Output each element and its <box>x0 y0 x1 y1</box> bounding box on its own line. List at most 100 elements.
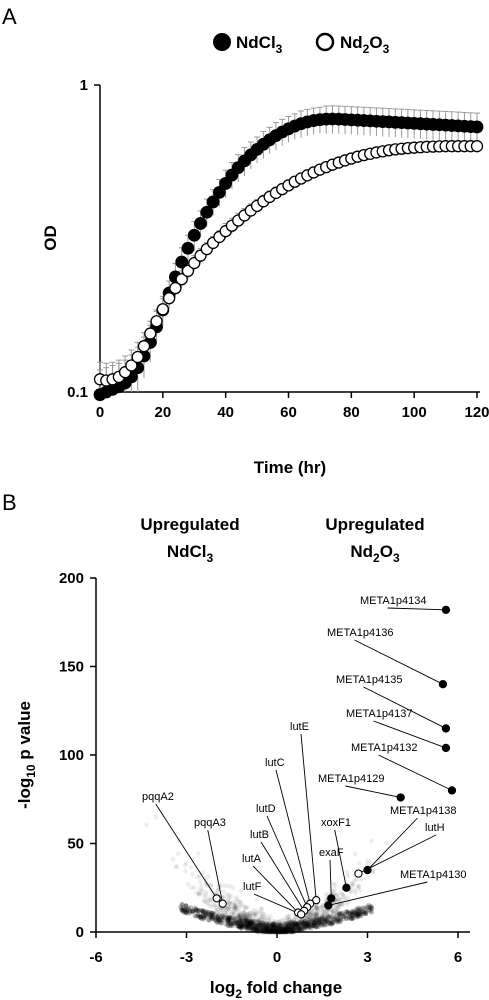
leader-line-META1p4138 <box>367 817 418 871</box>
background-gene-point <box>267 920 273 926</box>
background-gene-point <box>265 927 270 932</box>
background-gene-point <box>245 918 251 924</box>
background-gene-point <box>313 917 319 923</box>
background-gene-point <box>343 897 349 902</box>
background-gene-point <box>241 921 247 927</box>
background-gene-point <box>306 922 312 927</box>
background-gene-point <box>311 916 317 922</box>
background-gene-point <box>255 923 260 928</box>
background-gene-point <box>307 911 313 917</box>
y-tick-label-b: 50 <box>67 836 84 853</box>
background-gene-point <box>320 914 326 919</box>
background-gene-point <box>321 922 327 928</box>
background-gene-point <box>289 925 294 931</box>
background-gene-point <box>313 917 319 922</box>
background-gene-point <box>363 909 369 915</box>
background-gene-point <box>314 913 319 918</box>
background-gene-point <box>303 924 309 930</box>
background-gene-point <box>242 913 247 919</box>
background-gene-point <box>238 899 244 905</box>
background-gene-point <box>307 921 313 926</box>
background-gene-point <box>255 924 260 930</box>
background-gene-point <box>303 924 309 929</box>
background-gene-point <box>249 919 255 924</box>
background-gene-point <box>308 912 313 918</box>
background-gene-point <box>292 924 297 930</box>
background-gene-point <box>296 923 301 929</box>
background-gene-point <box>220 918 225 923</box>
background-gene-point <box>211 911 217 916</box>
background-gene-point <box>246 919 251 925</box>
background-gene-point <box>296 926 302 932</box>
background-gene-point <box>300 921 306 926</box>
background-gene-point <box>199 908 205 913</box>
background-gene-point <box>289 919 295 925</box>
background-gene-point <box>291 920 297 926</box>
background-gene-point <box>253 922 259 928</box>
background-gene-point <box>191 885 197 890</box>
background-gene-point <box>274 922 279 928</box>
background-gene-point <box>221 895 226 900</box>
background-gene-point <box>255 923 260 929</box>
background-gene-point <box>319 902 325 908</box>
background-gene-point <box>287 926 293 932</box>
background-gene-point <box>306 925 312 931</box>
background-gene-point <box>247 920 253 926</box>
legend-marker-nd2o3 <box>315 32 335 52</box>
background-gene-point <box>242 924 248 929</box>
background-gene-point <box>267 926 273 932</box>
background-gene-point <box>230 923 236 929</box>
background-gene-point <box>236 915 241 921</box>
background-gene-point <box>291 919 297 925</box>
background-gene-point <box>196 913 202 919</box>
background-gene-point <box>299 925 304 931</box>
background-gene-point <box>223 909 228 915</box>
background-gene-point <box>200 908 206 913</box>
background-gene-point <box>331 911 337 917</box>
data-point-nd2o3 <box>181 264 195 278</box>
background-gene-point <box>251 924 257 930</box>
leader-line-exaF <box>329 859 332 899</box>
background-gene-point <box>285 927 290 932</box>
background-gene-point <box>196 908 202 913</box>
background-gene-point <box>307 920 312 925</box>
background-gene-point <box>310 923 315 929</box>
background-gene-point <box>250 927 255 932</box>
background-gene-point <box>350 913 356 919</box>
background-gene-point <box>296 923 302 929</box>
background-gene-point <box>199 887 205 893</box>
background-gene-point <box>307 910 313 916</box>
background-gene-point <box>245 911 251 917</box>
x-tick-label-a: 40 <box>217 404 234 421</box>
background-gene-point <box>233 915 239 921</box>
background-gene-point <box>232 904 238 910</box>
background-gene-point <box>319 917 324 922</box>
background-gene-point <box>304 917 310 922</box>
background-gene-point <box>350 884 355 889</box>
background-gene-point <box>318 916 324 921</box>
gene-point-META1p4132 <box>447 786 457 795</box>
background-gene-point <box>188 905 194 910</box>
background-gene-point <box>333 909 339 915</box>
background-gene-point <box>216 916 222 922</box>
gene-point-META1p4134 <box>441 605 451 615</box>
background-gene-point <box>234 906 239 912</box>
background-gene-point <box>238 912 244 917</box>
background-gene-point <box>315 912 321 918</box>
background-gene-point <box>362 910 367 916</box>
background-gene-point <box>293 921 298 927</box>
background-gene-point <box>228 921 234 927</box>
background-gene-point <box>218 909 224 914</box>
background-gene-point <box>197 873 202 879</box>
background-gene-point <box>253 926 259 932</box>
background-gene-point <box>262 923 267 929</box>
background-gene-point <box>249 917 255 922</box>
background-gene-point <box>244 922 249 927</box>
background-gene-point <box>257 922 263 927</box>
background-gene-point <box>214 920 220 925</box>
background-gene-point <box>234 920 240 925</box>
background-gene-point <box>281 925 287 931</box>
background-gene-point <box>266 924 272 929</box>
data-point-nd2o3 <box>175 273 188 286</box>
background-gene-point <box>261 926 267 931</box>
